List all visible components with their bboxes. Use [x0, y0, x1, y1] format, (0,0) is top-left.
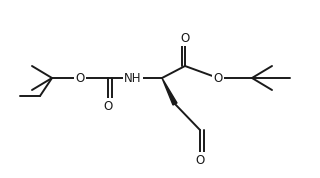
Text: O: O	[180, 32, 190, 44]
Text: NH: NH	[124, 72, 142, 85]
Text: O: O	[76, 72, 84, 85]
Text: O: O	[103, 100, 113, 112]
Polygon shape	[162, 78, 177, 105]
Text: O: O	[213, 72, 223, 85]
Text: O: O	[196, 153, 204, 166]
